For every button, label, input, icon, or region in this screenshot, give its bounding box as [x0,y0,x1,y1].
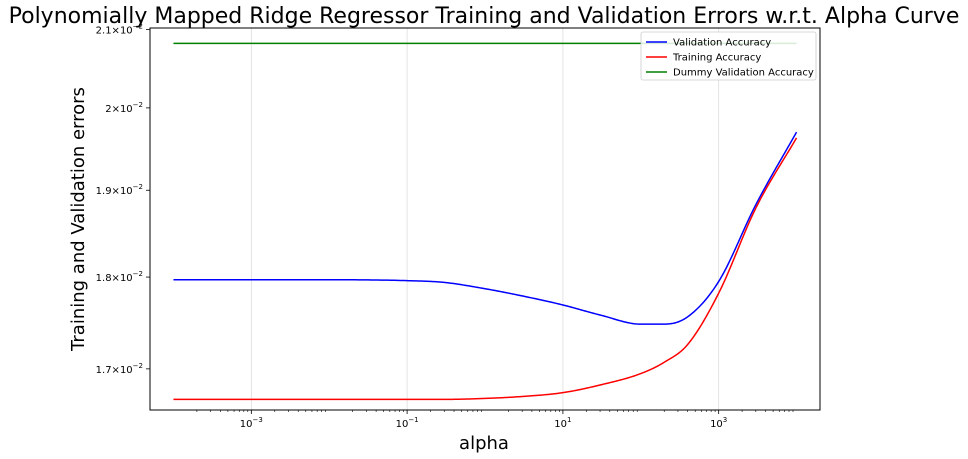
x-tick-label: 103 [710,416,727,430]
y-tick-label: 1.9×10−2 [96,183,143,197]
legend-box [640,31,817,81]
x-axis-ticks: 10−3 10−1 101 103 [196,410,794,430]
plot-area [173,42,798,401]
x-tick-label: 10−3 [240,416,263,430]
grid [250,28,720,410]
x-tick-label: 101 [554,416,571,430]
y-axis-label: Training and Validation errors [68,87,89,352]
legend-entry: Dummy Validation Accuracy [673,68,814,79]
series-line-2 [173,137,798,401]
y-tick-label: 1.7×10−2 [96,362,143,376]
y-tick-label: 2.1×10−2 [96,23,143,37]
x-axis-label: alpha [459,433,509,454]
chart-title: Polynomially Mapped Ridge Regressor Trai… [9,4,960,29]
axes-frame [149,27,821,411]
y-tick-label: 2×10−2 [105,101,143,115]
legend-entry: Training Accuracy [672,53,761,64]
x-tick-label: 10−1 [396,416,419,430]
legend-entry: Validation Accuracy [673,38,771,49]
series-line-1 [173,131,798,325]
y-tick-label: 1.8×10−2 [96,270,143,284]
legend: Validation Accuracy Training Accuracy Dumm… [640,31,817,81]
y-axis-ticks: 1.7×10−2 1.8×10−2 1.9×10−2 2×10−2 2.1×10−2 [96,23,150,376]
